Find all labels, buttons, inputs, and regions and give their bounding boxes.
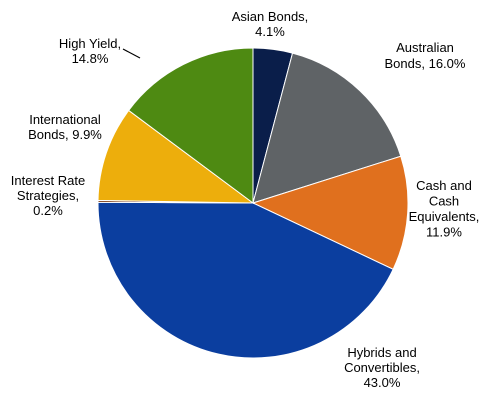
- pie-slice-hybrids-and-convertibles: [97, 201, 394, 359]
- pie-slice-cash-and-cash-equivalents: [251, 155, 409, 270]
- data-label-line: High Yield,: [59, 36, 121, 51]
- data-label-international-bonds: International Bonds, 9.9%: [28, 112, 102, 142]
- pie-slice-high-yield: [127, 47, 254, 204]
- data-label-line: Hybrids and: [347, 345, 416, 360]
- data-label-line: Cash: [429, 194, 459, 209]
- data-label-line: Convertibles,: [344, 360, 420, 375]
- data-label-hybrids-and-convertibles: Hybrids and Convertibles, 43.0%: [344, 345, 420, 390]
- leader-line-high-yield: [122, 48, 141, 59]
- data-label-line: Bonds, 9.9%: [28, 127, 102, 142]
- data-label-line: 43.0%: [364, 375, 401, 390]
- leader-lines-layer: [122, 48, 141, 59]
- data-label-australian-bonds: Australian Bonds, 16.0%: [385, 40, 466, 71]
- data-label-line: 4.1%: [255, 24, 285, 39]
- pie-slice-australian-bonds: [252, 52, 402, 204]
- data-label-line: Australian: [396, 40, 454, 55]
- data-label-line: 14.8%: [72, 51, 109, 66]
- labels-layer: Asian Bonds, 4.1% Australian Bonds, 16.0% Ca…: [11, 9, 480, 390]
- data-label-line: Bonds, 16.0%: [385, 56, 466, 71]
- data-label-line: 0.2%: [33, 203, 63, 218]
- data-label-line: Cash and: [416, 178, 472, 193]
- data-label-line: 11.9%: [426, 225, 462, 240]
- pie-slice-international-bonds: [97, 109, 255, 204]
- data-label-line: Interest Rate: [11, 173, 85, 188]
- data-label-line: International: [29, 112, 101, 127]
- data-label-asian-bonds: Asian Bonds, 4.1%: [232, 9, 309, 39]
- data-label-line: Asian Bonds,: [232, 9, 309, 24]
- data-label-line: Equivalents,: [409, 209, 480, 224]
- data-label-cash-and-cash-equivalents: Cash and Cash Equivalents, 11.9%: [409, 178, 480, 240]
- data-label-high-yield: High Yield, 14.8%: [59, 36, 121, 66]
- data-label-interest-rate-strategies: Interest Rate Strategies, 0.2%: [11, 173, 85, 218]
- slices-layer: [97, 47, 409, 359]
- data-label-line: Strategies,: [17, 188, 79, 203]
